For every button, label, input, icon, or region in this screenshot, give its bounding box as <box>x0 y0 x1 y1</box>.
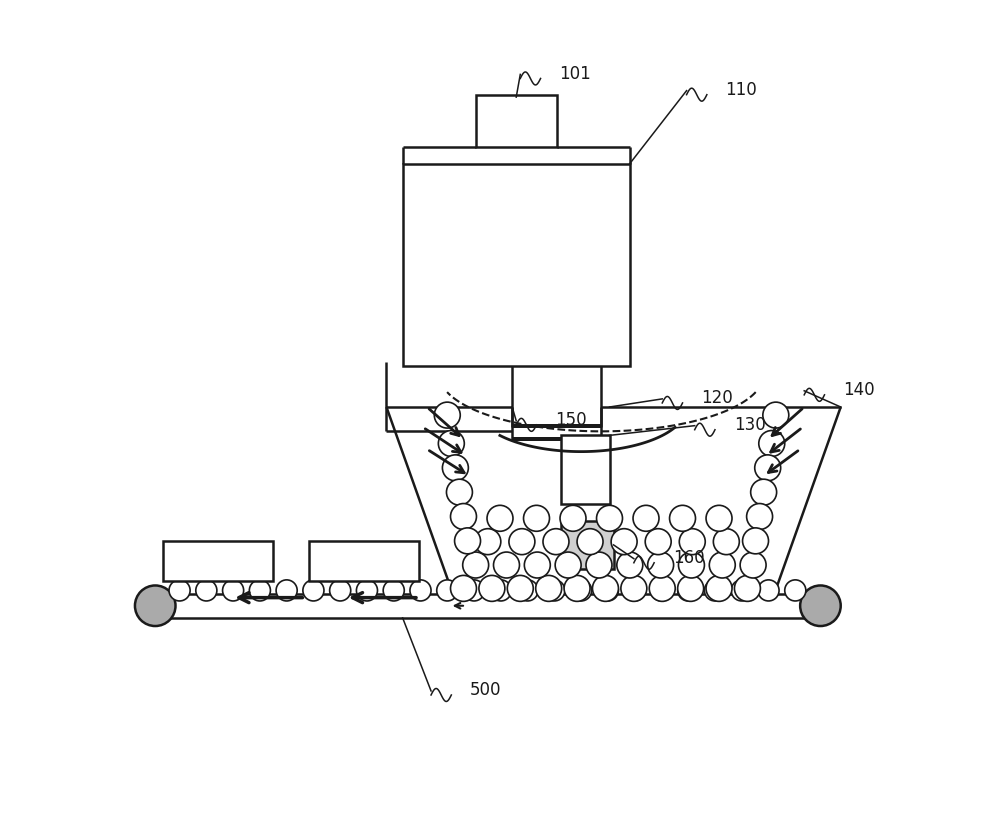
Circle shape <box>475 528 501 554</box>
Circle shape <box>455 527 481 554</box>
Circle shape <box>555 552 581 578</box>
Text: 500: 500 <box>470 681 501 699</box>
Circle shape <box>706 505 732 532</box>
Circle shape <box>509 528 535 554</box>
Circle shape <box>276 580 297 601</box>
Circle shape <box>597 505 622 532</box>
Circle shape <box>223 580 244 601</box>
Circle shape <box>169 580 190 601</box>
Circle shape <box>704 580 726 601</box>
Circle shape <box>670 505 696 532</box>
Circle shape <box>524 552 550 578</box>
Circle shape <box>759 431 785 457</box>
Text: 140: 140 <box>843 381 875 399</box>
Bar <box>309 540 419 581</box>
Circle shape <box>442 455 468 481</box>
Circle shape <box>678 575 704 602</box>
Bar <box>163 540 273 581</box>
Text: 120: 120 <box>701 389 733 407</box>
Circle shape <box>303 580 324 601</box>
Circle shape <box>494 552 519 578</box>
Text: 150: 150 <box>555 411 587 429</box>
Circle shape <box>463 552 489 578</box>
Circle shape <box>560 505 586 532</box>
Circle shape <box>679 528 705 554</box>
Circle shape <box>524 505 549 532</box>
Circle shape <box>437 580 458 601</box>
Circle shape <box>451 504 476 529</box>
Circle shape <box>571 580 592 601</box>
Circle shape <box>383 580 404 601</box>
Circle shape <box>487 505 513 532</box>
Circle shape <box>624 580 645 601</box>
Circle shape <box>577 528 603 554</box>
Circle shape <box>747 504 773 529</box>
Circle shape <box>586 552 612 578</box>
Circle shape <box>678 580 699 601</box>
Circle shape <box>434 402 460 428</box>
Circle shape <box>758 580 779 601</box>
Text: 160: 160 <box>673 549 704 567</box>
Circle shape <box>648 552 674 578</box>
Circle shape <box>709 552 735 578</box>
Circle shape <box>592 575 618 602</box>
Circle shape <box>463 580 485 601</box>
Circle shape <box>543 528 569 554</box>
Circle shape <box>544 580 565 601</box>
Bar <box>561 435 610 505</box>
Circle shape <box>651 580 672 601</box>
Circle shape <box>713 528 739 554</box>
Circle shape <box>706 575 732 602</box>
Circle shape <box>800 585 841 626</box>
Circle shape <box>490 580 511 601</box>
Circle shape <box>356 580 378 601</box>
Circle shape <box>649 575 675 602</box>
Circle shape <box>611 528 637 554</box>
Bar <box>561 521 614 569</box>
Circle shape <box>597 580 618 601</box>
Circle shape <box>751 479 777 505</box>
Circle shape <box>517 580 538 601</box>
Circle shape <box>633 505 659 532</box>
Text: 110: 110 <box>726 81 757 98</box>
Circle shape <box>536 575 562 602</box>
Circle shape <box>763 402 789 428</box>
Circle shape <box>755 455 781 481</box>
Circle shape <box>731 580 752 601</box>
Circle shape <box>410 580 431 601</box>
Circle shape <box>330 580 351 601</box>
Circle shape <box>196 580 217 601</box>
Circle shape <box>479 575 505 602</box>
Circle shape <box>734 575 760 602</box>
Bar <box>403 164 630 366</box>
Circle shape <box>507 575 533 602</box>
Circle shape <box>743 527 769 554</box>
Circle shape <box>645 528 671 554</box>
Text: 130: 130 <box>734 416 765 434</box>
Circle shape <box>446 479 472 505</box>
Circle shape <box>740 552 766 578</box>
Circle shape <box>678 552 704 578</box>
Bar <box>476 94 557 147</box>
Circle shape <box>785 580 806 601</box>
Circle shape <box>249 580 270 601</box>
Circle shape <box>621 575 647 602</box>
Circle shape <box>135 585 176 626</box>
Circle shape <box>564 575 590 602</box>
Text: 101: 101 <box>559 64 591 82</box>
Circle shape <box>438 431 464 457</box>
Circle shape <box>617 552 643 578</box>
Circle shape <box>451 575 476 602</box>
